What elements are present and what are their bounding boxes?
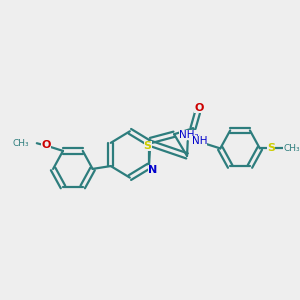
- Text: S: S: [144, 141, 152, 151]
- Text: CH₃: CH₃: [284, 144, 300, 153]
- Text: NH₂: NH₂: [179, 130, 199, 140]
- Text: NH: NH: [192, 136, 207, 146]
- Text: N: N: [148, 165, 157, 175]
- Text: O: O: [41, 140, 50, 150]
- Text: CH₃: CH₃: [12, 139, 29, 148]
- Text: O: O: [194, 103, 204, 113]
- Text: S: S: [267, 142, 275, 152]
